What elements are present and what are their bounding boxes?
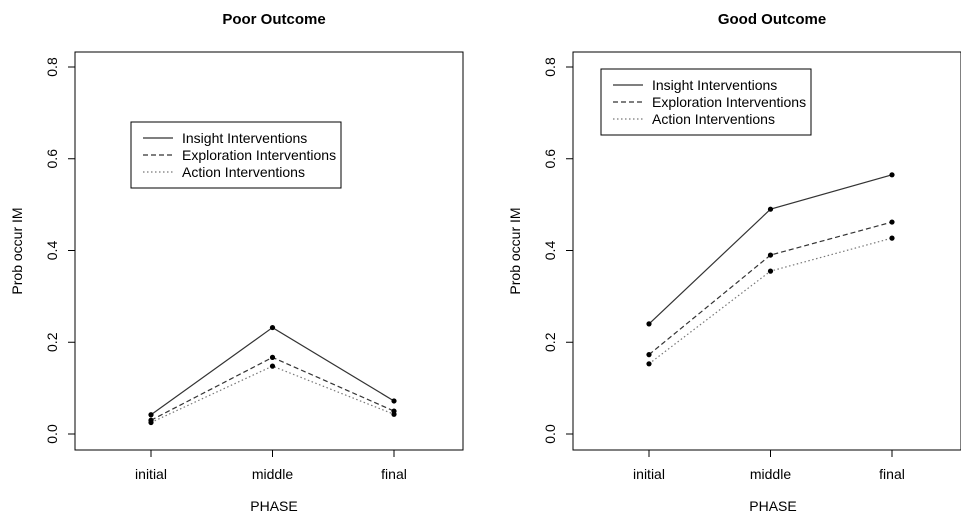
y-tick-label: 0.0 [542, 424, 558, 444]
series-line-1 [648, 174, 893, 325]
y-tick-label: 0.8 [44, 57, 60, 77]
x-axis-label: PHASE [749, 498, 796, 514]
legend-box [600, 68, 812, 136]
chart-title: Poor Outcome [222, 11, 325, 28]
legend-label: Insight Interventions [182, 130, 307, 146]
data-point [889, 235, 895, 241]
series-line-3 [150, 365, 395, 424]
data-point [889, 219, 895, 225]
y-tick-label: 0.4 [44, 241, 60, 261]
legend-label: Exploration Interventions [652, 94, 806, 110]
y-tick-label: 0.2 [542, 332, 558, 352]
x-tick-label: middle [252, 466, 293, 482]
x-tick-label: initial [135, 466, 167, 482]
data-point [269, 324, 276, 331]
x-tick-label: initial [633, 466, 665, 482]
legend-box [130, 121, 342, 189]
y-tick-label: 0.4 [542, 241, 558, 261]
y-axis-label: Prob occur IM [9, 207, 25, 294]
y-tick-label: 0.6 [542, 149, 558, 169]
y-tick-label: 0.2 [44, 332, 60, 352]
data-point [148, 412, 154, 418]
data-point [646, 321, 652, 327]
x-axis-label: PHASE [250, 498, 297, 514]
data-point [148, 419, 154, 426]
data-point [269, 354, 276, 360]
data-point [767, 252, 774, 258]
data-point [646, 352, 652, 358]
legend-label: Action Interventions [182, 164, 305, 180]
x-tick-label: middle [750, 466, 791, 482]
data-point [767, 206, 774, 212]
y-tick-label: 0.6 [44, 149, 60, 169]
data-point [767, 268, 774, 274]
y-tick-label: 0.8 [542, 57, 558, 77]
data-point [889, 172, 895, 178]
legend-label: Action Interventions [652, 111, 775, 127]
chart-title: Good Outcome [718, 11, 826, 28]
legend-label: Insight Interventions [652, 77, 777, 93]
y-axis-label: Prob occur IM [507, 207, 523, 294]
series-line-2 [648, 221, 893, 356]
data-point [391, 398, 397, 404]
plot-frame [74, 51, 464, 451]
x-tick-label: final [381, 466, 407, 482]
chart-panel-1: Poor Outcome 0.0 0.2 0.4 0.6 0.8 initial middle… [9, 11, 464, 514]
legend-label: Exploration Interventions [182, 147, 336, 163]
y-tick-label: 0.0 [44, 424, 60, 444]
data-point [391, 411, 397, 417]
x-tick-label: final [879, 466, 905, 482]
data-point [269, 363, 276, 369]
data-point [646, 361, 652, 367]
chart-panel-2: Good Outcome 0.0 0.2 0.4 0.6 0.8 initial middle… [507, 11, 961, 514]
